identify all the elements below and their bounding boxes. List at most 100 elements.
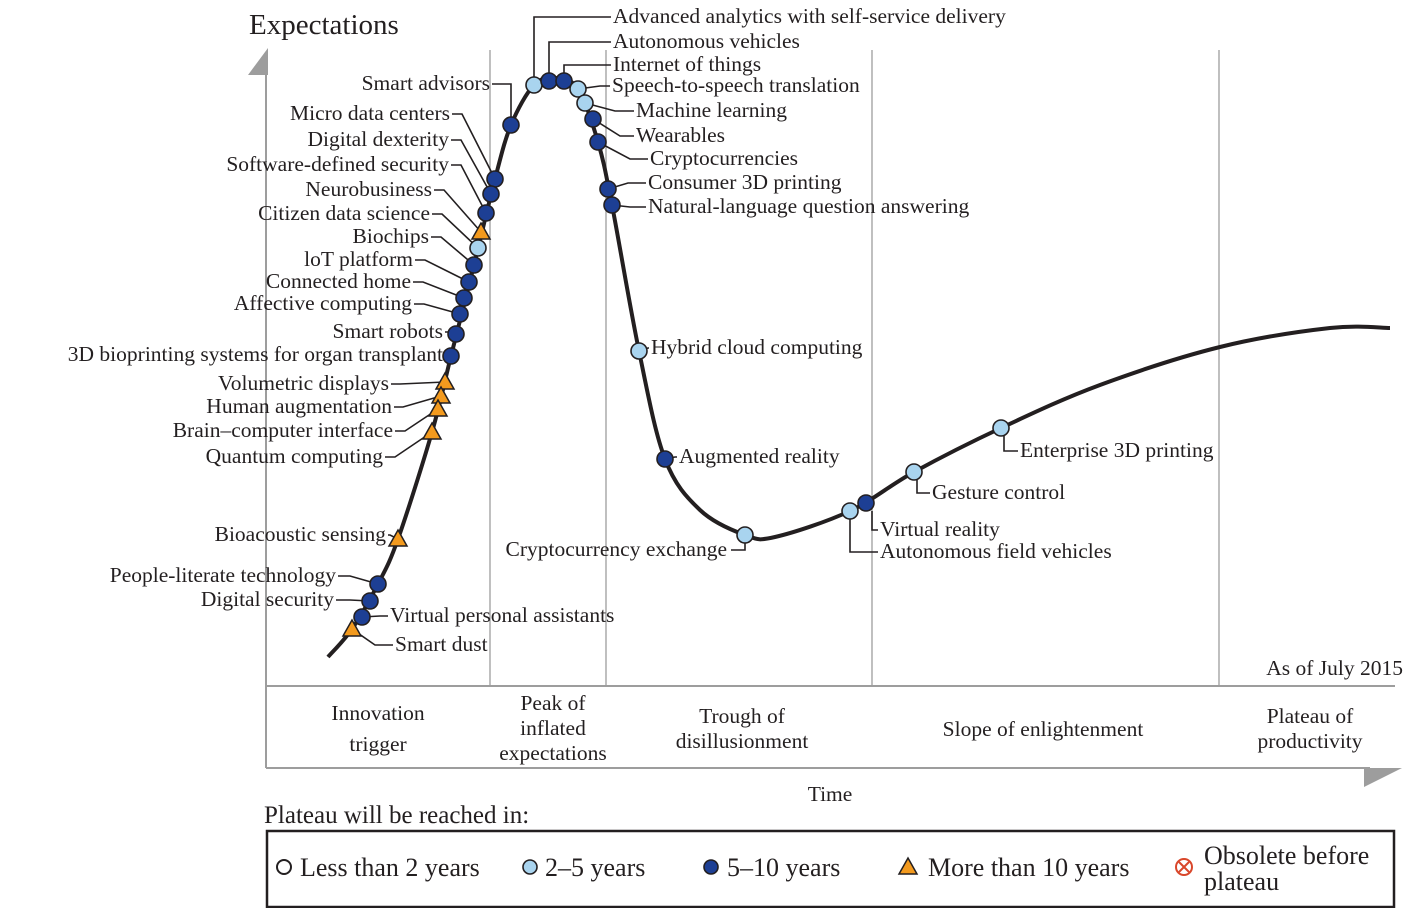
circle-marker[interactable] <box>992 419 1010 437</box>
technology-label: Smart dust <box>395 632 488 656</box>
circle-marker[interactable] <box>525 76 543 94</box>
leader-line <box>415 259 470 283</box>
circle-marker[interactable] <box>460 273 478 291</box>
circle-marker[interactable] <box>599 180 617 198</box>
circle-marker[interactable] <box>502 116 520 134</box>
technology-label: Software-defined security <box>226 152 449 176</box>
triangle-marker[interactable] <box>430 385 452 404</box>
circle-marker[interactable] <box>576 94 594 112</box>
legend-label: Less than 2 years <box>300 853 480 882</box>
phase-label: expectations <box>499 741 606 765</box>
leader-line <box>431 236 475 266</box>
circle-marker[interactable] <box>841 502 859 520</box>
legend-title: Plateau will be reached in: <box>264 802 529 829</box>
triangle-marker[interactable] <box>341 618 363 637</box>
technology-label: Gesture control <box>932 480 1065 504</box>
technology-label: Virtual personal assistants <box>390 603 614 627</box>
technology-label: Internet of things <box>613 52 761 76</box>
x-axis-arrow <box>1364 768 1402 787</box>
circle-marker[interactable] <box>465 256 483 274</box>
technology-label: Hybrid cloud computing <box>651 335 863 359</box>
circle-marker[interactable] <box>656 450 674 468</box>
legend-label: More than 10 years <box>928 853 1129 882</box>
y-axis-arrow <box>248 48 268 75</box>
leader-line <box>592 118 634 137</box>
technology-label: Autonomous vehicles <box>613 29 800 53</box>
legend-label: Obsolete before <box>1204 841 1369 870</box>
circle-marker[interactable] <box>584 110 602 128</box>
circle-marker[interactable] <box>630 342 648 360</box>
legend-5-10-years-icon <box>703 859 719 875</box>
triangle-marker[interactable] <box>470 221 492 240</box>
triangle-marker[interactable] <box>427 398 449 417</box>
leader-line <box>584 102 634 112</box>
technology-label: Natural-language question answering <box>648 194 969 218</box>
circle-marker[interactable] <box>361 592 379 610</box>
technology-label: People-literate technology <box>110 563 337 587</box>
legend-more-than-10-years-icon <box>897 856 919 875</box>
phase-label: Plateau of <box>1267 704 1354 728</box>
circle-marker[interactable] <box>555 72 573 90</box>
circle-marker[interactable] <box>486 170 504 188</box>
leader-line <box>391 381 446 385</box>
leader-line <box>916 480 930 494</box>
circle-marker[interactable] <box>603 196 621 214</box>
circle-marker[interactable] <box>442 347 460 365</box>
leader-line <box>414 303 461 315</box>
triangle-marker[interactable] <box>387 528 409 547</box>
leader-line <box>849 519 878 553</box>
technology-label: Consumer 3D printing <box>648 170 842 194</box>
y-axis-label: Expectations <box>249 9 399 41</box>
leader-line <box>597 141 648 160</box>
legend: Less than 2 years 2–5 years 5–10 years More… <box>276 841 1369 896</box>
technology-labels: Smart advisors Micro data centers Digital … <box>68 4 1214 656</box>
circle-marker[interactable] <box>905 463 923 481</box>
phase-label: Slope of enlightenment <box>943 717 1144 741</box>
circle-marker[interactable] <box>589 133 607 151</box>
technology-label: Digital security <box>201 587 334 611</box>
technology-label: Connected home <box>266 269 411 293</box>
circle-marker[interactable] <box>447 325 465 343</box>
technology-label: loT platform <box>304 247 413 271</box>
as-of-date: As of July 2015 <box>1266 656 1403 680</box>
technology-label: Speech-to-speech translation <box>612 73 860 97</box>
technology-label: Micro data centers <box>290 101 450 125</box>
circle-marker[interactable] <box>369 575 387 593</box>
circle-marker[interactable] <box>482 185 500 203</box>
legend-less-than-2-years-icon <box>276 859 292 875</box>
circle-marker[interactable] <box>736 526 754 544</box>
triangle-marker[interactable] <box>421 421 443 440</box>
circle-marker[interactable] <box>477 204 495 222</box>
leader-line <box>385 431 433 458</box>
leader-line <box>451 139 492 195</box>
circle-marker[interactable] <box>857 494 875 512</box>
phase-label: inflated <box>520 716 586 740</box>
technology-label: Cryptocurrency exchange <box>506 537 727 561</box>
technology-label: Augmented reality <box>679 444 840 468</box>
triangle-marker[interactable] <box>434 371 456 390</box>
circle-marker[interactable] <box>353 608 371 626</box>
leader-line <box>548 41 611 81</box>
legend-label: plateau <box>1204 867 1279 896</box>
circle-marker[interactable] <box>469 239 487 257</box>
leader-line <box>452 113 496 180</box>
technology-label: Smart advisors <box>362 71 490 95</box>
legend-label: 5–10 years <box>727 853 840 882</box>
circle-marker[interactable] <box>451 305 469 323</box>
phase-label: trigger <box>349 732 406 756</box>
leader-line <box>432 213 479 249</box>
legend-label: 2–5 years <box>545 853 645 882</box>
circle-marker[interactable] <box>569 80 587 98</box>
circle-marker[interactable] <box>455 289 473 307</box>
technology-label: Volumetric displays <box>218 371 389 395</box>
circle-marker[interactable] <box>540 72 558 90</box>
technology-label: Quantum computing <box>206 444 384 468</box>
leader-line <box>451 164 487 214</box>
leader-line <box>394 395 442 408</box>
legend-box <box>265 829 1396 908</box>
leader-line <box>434 189 482 233</box>
technology-label: Affective computing <box>234 291 412 315</box>
phase-label: productivity <box>1257 729 1362 753</box>
technology-label: Smart robots <box>333 319 443 343</box>
